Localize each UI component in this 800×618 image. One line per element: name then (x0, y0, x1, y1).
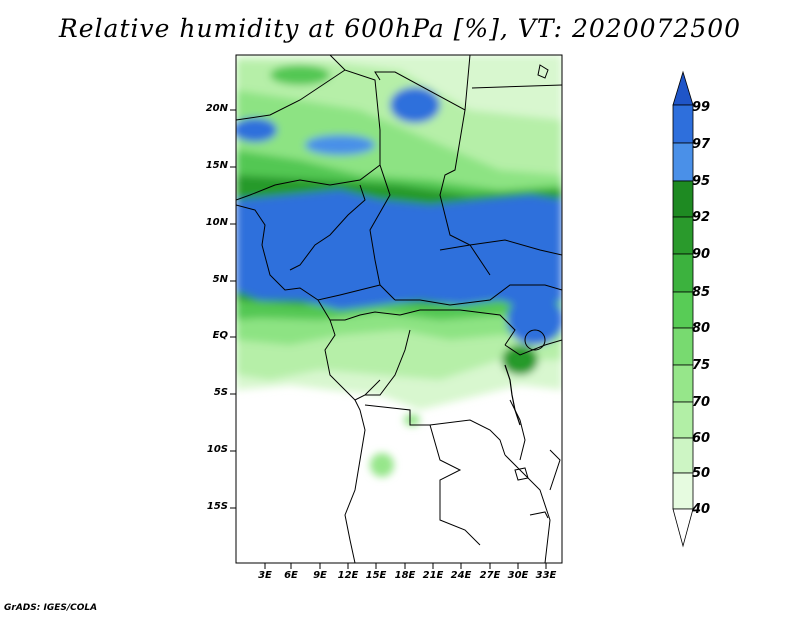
lon-ticks (264, 563, 547, 569)
lon-label: 9E (313, 570, 327, 581)
colorbar-bottom-arrow (672, 508, 694, 548)
lon-label: 3E (258, 570, 272, 581)
colorbar-label: 60 (692, 431, 711, 446)
colorbar-label: 85 (692, 285, 711, 300)
lat-label: 5N (212, 274, 228, 285)
lat-label: 15S (206, 501, 228, 512)
colorbar-label: 99 (692, 100, 711, 115)
lon-label: 21E (422, 570, 444, 581)
country-boundaries (236, 55, 562, 563)
lat-ticks (230, 109, 236, 509)
colorbar-label: 95 (692, 174, 711, 189)
colorbar-label: 50 (692, 466, 711, 481)
lakes (504, 64, 549, 519)
lat-label: EQ (212, 330, 228, 341)
colorbar-label: 70 (692, 395, 711, 410)
lat-label: 5S (213, 387, 228, 398)
lat-label: 20N (205, 103, 228, 114)
colorbar-label: 97 (692, 137, 711, 152)
colorbar-label: 80 (692, 321, 711, 336)
colorbar-label: 92 (692, 210, 711, 225)
colorbar-top-arrow (672, 70, 694, 106)
colorbar-label: 90 (692, 247, 711, 262)
lon-label: 27E (479, 570, 501, 581)
lat-label: 10N (205, 217, 228, 228)
lon-label: 24E (450, 570, 472, 581)
lon-label: 30E (507, 570, 529, 581)
colorbar-label: 40 (692, 502, 711, 517)
map-frame (235, 54, 563, 564)
lon-label: 18E (394, 570, 416, 581)
lon-label: 12E (337, 570, 359, 581)
lat-label: 15N (205, 160, 228, 171)
lon-label: 6E (284, 570, 298, 581)
map-title: Relative humidity at 600hPa [%], VT: 202… (58, 14, 742, 43)
colorbar-label: 75 (692, 358, 711, 373)
lon-label: 33E (535, 570, 557, 581)
colorbar (672, 70, 694, 548)
lat-label: 10S (206, 444, 228, 455)
humidity-field (236, 55, 562, 477)
lon-label: 15E (365, 570, 387, 581)
grads-credit: GrADS: IGES/COLA (4, 603, 98, 613)
